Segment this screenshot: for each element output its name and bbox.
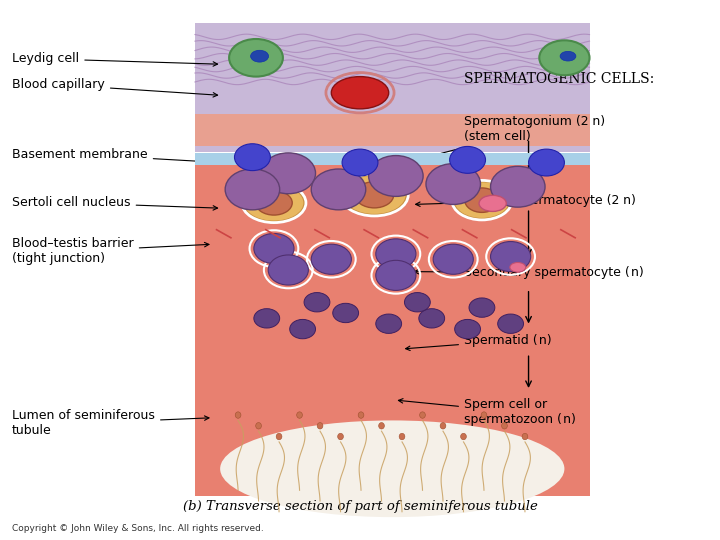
Ellipse shape bbox=[220, 421, 564, 517]
Text: Copyright © John Wiley & Sons, Inc. All rights reserved.: Copyright © John Wiley & Sons, Inc. All … bbox=[12, 524, 264, 534]
Text: SPERMATOGENIC CELLS:: SPERMATOGENIC CELLS: bbox=[464, 72, 654, 86]
Ellipse shape bbox=[251, 50, 269, 62]
Ellipse shape bbox=[331, 77, 389, 109]
Ellipse shape bbox=[243, 184, 305, 221]
Circle shape bbox=[333, 303, 359, 322]
Ellipse shape bbox=[318, 423, 323, 429]
Circle shape bbox=[490, 241, 531, 272]
Ellipse shape bbox=[502, 423, 508, 429]
Text: Basement membrane: Basement membrane bbox=[12, 148, 217, 164]
Ellipse shape bbox=[453, 181, 510, 219]
Ellipse shape bbox=[338, 433, 343, 440]
FancyBboxPatch shape bbox=[195, 163, 590, 496]
Circle shape bbox=[268, 255, 308, 285]
Circle shape bbox=[376, 314, 402, 333]
Ellipse shape bbox=[355, 181, 394, 208]
Circle shape bbox=[342, 149, 378, 176]
Circle shape bbox=[376, 260, 416, 291]
Circle shape bbox=[369, 156, 423, 197]
Text: Sperm cell or
spermatozoon ( n): Sperm cell or spermatozoon ( n) bbox=[398, 399, 576, 427]
Ellipse shape bbox=[420, 412, 426, 418]
Circle shape bbox=[254, 309, 279, 328]
Text: Sertoli cell nucleus: Sertoli cell nucleus bbox=[12, 197, 217, 210]
Circle shape bbox=[376, 239, 416, 269]
Ellipse shape bbox=[256, 423, 261, 429]
Circle shape bbox=[235, 144, 270, 171]
Text: Blood capillary: Blood capillary bbox=[12, 78, 217, 97]
Text: Secondary spermatocyte ( n): Secondary spermatocyte ( n) bbox=[414, 266, 644, 279]
Circle shape bbox=[419, 309, 445, 328]
Text: Leydig cell: Leydig cell bbox=[12, 52, 217, 66]
Circle shape bbox=[261, 153, 315, 194]
Circle shape bbox=[225, 169, 279, 210]
Ellipse shape bbox=[539, 40, 590, 75]
Circle shape bbox=[433, 244, 473, 274]
Ellipse shape bbox=[522, 433, 528, 440]
Circle shape bbox=[469, 298, 495, 318]
Ellipse shape bbox=[256, 191, 292, 215]
Ellipse shape bbox=[399, 433, 405, 440]
Circle shape bbox=[498, 314, 523, 333]
Ellipse shape bbox=[229, 39, 283, 77]
Text: (b) Transverse section of part of seminiferous tubule: (b) Transverse section of part of semini… bbox=[183, 500, 537, 513]
Circle shape bbox=[490, 166, 545, 207]
FancyBboxPatch shape bbox=[195, 114, 590, 146]
Circle shape bbox=[254, 233, 294, 264]
Text: Primary spermatocyte (2  n): Primary spermatocyte (2 n) bbox=[415, 194, 636, 207]
Circle shape bbox=[528, 149, 564, 176]
Ellipse shape bbox=[379, 423, 384, 429]
Ellipse shape bbox=[235, 412, 241, 418]
Ellipse shape bbox=[276, 433, 282, 440]
Circle shape bbox=[450, 146, 485, 173]
Ellipse shape bbox=[464, 188, 499, 212]
Circle shape bbox=[454, 320, 480, 339]
Ellipse shape bbox=[297, 412, 302, 418]
Circle shape bbox=[311, 244, 351, 274]
FancyBboxPatch shape bbox=[195, 153, 590, 165]
Circle shape bbox=[426, 164, 480, 205]
Ellipse shape bbox=[342, 174, 407, 215]
Circle shape bbox=[311, 169, 366, 210]
Text: Spermatogonium (2  n)
(stem cell): Spermatogonium (2 n) (stem cell) bbox=[415, 115, 605, 161]
FancyBboxPatch shape bbox=[195, 23, 590, 152]
Ellipse shape bbox=[479, 195, 506, 212]
Ellipse shape bbox=[440, 423, 446, 429]
Text: Blood–testis barrier
(tight junction): Blood–testis barrier (tight junction) bbox=[12, 237, 209, 265]
Ellipse shape bbox=[560, 51, 576, 61]
Circle shape bbox=[405, 293, 431, 312]
Text: Lumen of seminiferous
tubule: Lumen of seminiferous tubule bbox=[12, 409, 209, 437]
Ellipse shape bbox=[510, 262, 526, 272]
Circle shape bbox=[304, 293, 330, 312]
Circle shape bbox=[289, 320, 315, 339]
Ellipse shape bbox=[461, 433, 467, 440]
Text: Spermatid ( n): Spermatid ( n) bbox=[405, 334, 552, 350]
Ellipse shape bbox=[481, 412, 487, 418]
Ellipse shape bbox=[358, 412, 364, 418]
